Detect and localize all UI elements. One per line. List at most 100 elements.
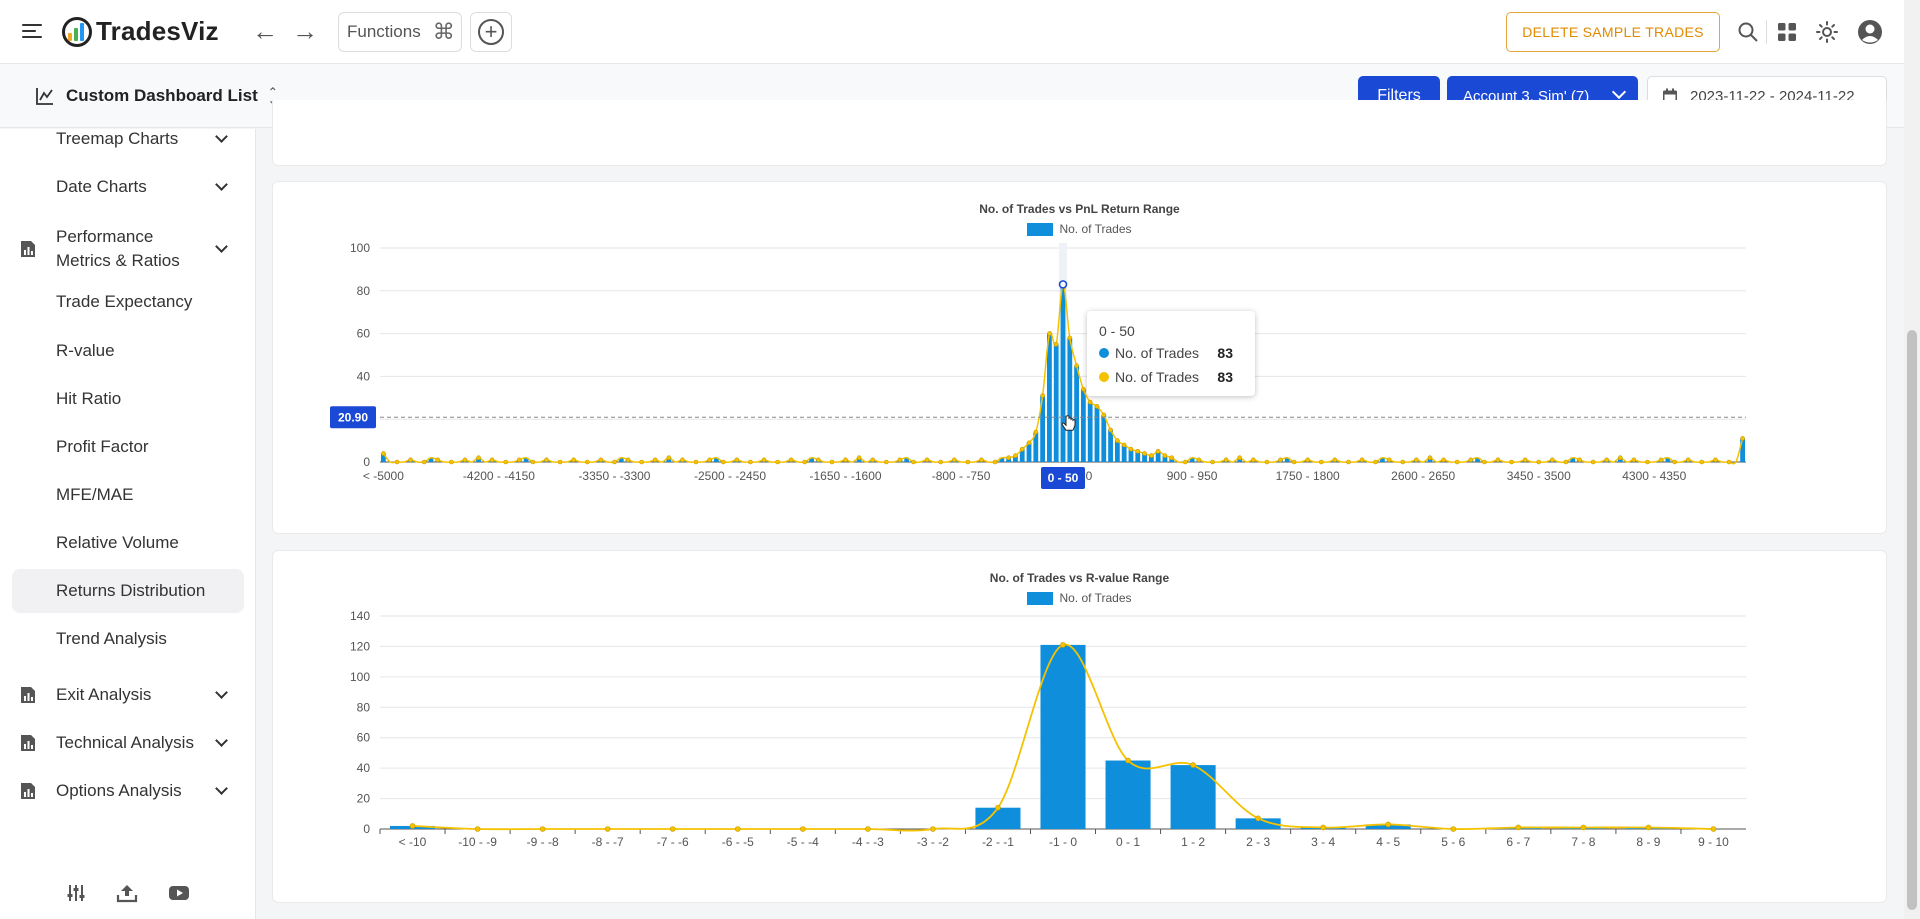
legend-label: No. of Trades	[1059, 222, 1132, 236]
apps-grid-icon[interactable]	[1775, 20, 1799, 44]
sidebar-item[interactable]: MFE/MAE	[12, 473, 244, 517]
data-point	[489, 457, 495, 463]
data-point	[1713, 457, 1718, 463]
chevron-down-icon[interactable]	[215, 734, 228, 747]
data-point	[1047, 331, 1052, 336]
chevron-down-icon[interactable]	[215, 178, 228, 191]
y-tick-label: 40	[357, 369, 371, 383]
tooltip-dot	[1099, 348, 1109, 358]
chart-legend[interactable]: No. of Trades	[273, 591, 1886, 605]
bar	[999, 457, 1005, 462]
chart-legend[interactable]: No. of Trades	[273, 222, 1886, 236]
bar	[1074, 365, 1079, 462]
top-bar: TradesViz ← → Functions ⌘ + DELETE SAMPL…	[0, 0, 1904, 64]
sidebar-item[interactable]: Trade Expectancy	[12, 280, 244, 324]
search-icon[interactable]	[1736, 20, 1760, 44]
sidebar-item[interactable]: Exit Analysis	[12, 673, 244, 717]
data-point	[435, 457, 441, 463]
data-point	[1108, 427, 1113, 433]
data-point	[462, 457, 468, 463]
data-point	[625, 457, 631, 463]
chart-title: No. of Trades vs PnL Return Range	[979, 202, 1180, 216]
report-icon	[21, 735, 35, 751]
data-point	[1509, 459, 1514, 465]
data-point	[1162, 453, 1168, 458]
sidebar-item[interactable]: Options Analysis	[12, 769, 244, 813]
data-point	[1013, 453, 1018, 458]
youtube-icon[interactable]	[168, 883, 190, 903]
data-point	[1101, 412, 1107, 418]
data-point	[707, 457, 712, 463]
logo[interactable]: TradesViz	[62, 16, 219, 47]
data-point	[1359, 457, 1365, 463]
dashboard-selector[interactable]: Custom Dashboard List ⌃⌄	[36, 86, 278, 106]
data-point	[680, 457, 685, 463]
data-point	[1386, 457, 1392, 463]
x-tick-label: 7 - 8	[1571, 835, 1595, 849]
data-point	[1604, 457, 1609, 463]
add-button[interactable]: +	[470, 12, 512, 52]
x-tick-label: -10 - -9	[458, 835, 497, 849]
delete-sample-trades-button[interactable]: DELETE SAMPLE TRADES	[1506, 12, 1720, 52]
data-point	[1006, 455, 1011, 461]
scrollbar-thumb[interactable]	[1907, 330, 1917, 910]
data-point	[1196, 457, 1202, 463]
sidebar-item[interactable]: Hit Ratio	[12, 377, 244, 421]
data-point	[1468, 457, 1474, 463]
data-point	[1631, 457, 1637, 463]
data-point	[1454, 459, 1460, 465]
x-tick-label: -4 - -3	[852, 835, 884, 849]
sliders-icon[interactable]	[65, 883, 87, 903]
plus-icon: +	[478, 19, 504, 45]
data-point	[1645, 459, 1650, 465]
bar	[1105, 760, 1151, 829]
functions-button[interactable]: Functions ⌘	[338, 12, 462, 52]
x-tick-label: 5 - 6	[1441, 835, 1465, 849]
sidebar-item[interactable]: Profit Factor	[12, 425, 244, 469]
sidebar-item[interactable]: Technical Analysis	[12, 721, 244, 765]
sidebar-item[interactable]: Performance Metrics & Ratios	[12, 221, 244, 277]
data-point	[1040, 393, 1045, 398]
chevron-down-icon[interactable]	[215, 240, 228, 253]
data-point	[829, 459, 835, 465]
data-point	[748, 459, 753, 465]
bar	[1235, 818, 1281, 829]
data-point	[408, 457, 413, 463]
data-point	[1121, 442, 1127, 448]
upload-icon[interactable]	[116, 883, 138, 903]
page-scrollbar[interactable]	[1904, 0, 1920, 919]
tooltip-value: 83	[1217, 369, 1233, 385]
data-point	[612, 459, 617, 465]
chevron-down-icon[interactable]	[215, 130, 228, 143]
data-point	[1346, 459, 1351, 465]
legend-swatch	[1027, 222, 1054, 236]
sidebar-item[interactable]: Treemap Charts	[12, 129, 244, 161]
logo-mark-icon	[62, 16, 92, 47]
pnl-chart[interactable]: 02040608010020.90< -5000-4200 - -4150-33…	[273, 182, 1888, 535]
tooltip-series-name: No. of Trades	[1115, 345, 1200, 361]
sidebar-item[interactable]: Date Charts	[12, 165, 244, 209]
data-point	[1450, 826, 1457, 832]
sidebar-item[interactable]: Trend Analysis	[12, 617, 244, 661]
sidebar-item[interactable]: Relative Volume	[12, 521, 244, 565]
data-point	[652, 457, 658, 463]
back-arrow-icon[interactable]: ←	[252, 16, 278, 46]
r-value-chart[interactable]: 0 20 40 60 80 100 120 140 < -10 -10 - -9 -9 - -8 -8…	[273, 551, 1888, 904]
previous-chart-card	[272, 100, 1887, 166]
sidebar-item[interactable]: Returns Distribution	[12, 569, 244, 613]
x-tick-label: 900 - 950	[1167, 469, 1218, 483]
sidebar-item[interactable]: R-value	[12, 329, 244, 373]
data-point	[1278, 457, 1283, 463]
data-point	[1250, 457, 1256, 463]
x-tick-label: 1 - 2	[1181, 835, 1205, 849]
chevron-down-icon[interactable]	[215, 686, 228, 699]
sidebar: Treemap Charts Date Charts Performance Met…	[0, 129, 256, 919]
theme-sun-icon[interactable]	[1815, 20, 1839, 44]
data-point	[1053, 342, 1059, 347]
menu-icon[interactable]	[22, 24, 42, 40]
forward-arrow-icon[interactable]: →	[292, 16, 318, 46]
user-avatar-icon[interactable]	[1857, 19, 1883, 45]
bar	[1121, 444, 1127, 462]
chevron-down-icon[interactable]	[215, 782, 228, 795]
data-point	[951, 457, 957, 463]
